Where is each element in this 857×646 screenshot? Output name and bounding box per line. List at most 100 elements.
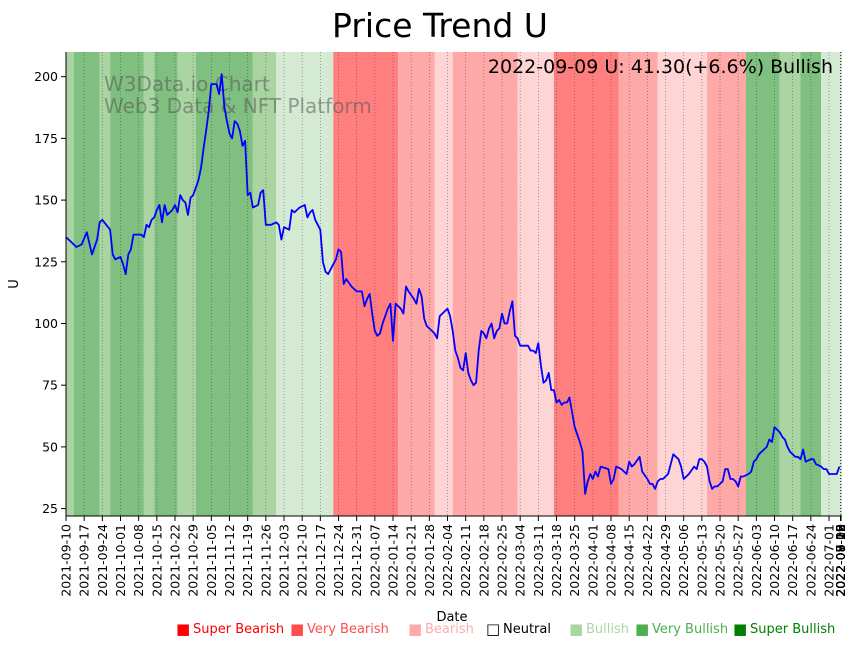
y-tick-label: 125: [34, 254, 58, 269]
band-bearish_light: [517, 52, 554, 516]
vertical-gridlines: [65, 52, 842, 516]
y-tick-label: 50: [42, 439, 58, 454]
legend-item: ■ Bearish: [408, 620, 474, 638]
band-bearish: [452, 52, 518, 516]
x-tick-label: 2022-06-17: [785, 524, 800, 597]
x-tick-label: 2022-04-15: [622, 524, 637, 597]
x-tick-label: 2022-07-15: [833, 524, 848, 597]
legend-label: Bullish: [586, 622, 629, 637]
x-tick-label: 2022-05-27: [731, 524, 746, 597]
x-axis-label: Date: [436, 610, 467, 625]
x-tick-label: 2021-09-24: [95, 524, 110, 597]
chart-title: Price Trend U: [332, 6, 548, 45]
band-bearish: [398, 52, 435, 516]
x-tick-label: 2022-03-18: [549, 524, 564, 597]
legend: ■ Super Bearish ■ Very Bearish ■ Bearish □ Neut…: [176, 620, 835, 638]
x-tick-label: 2022-01-14: [386, 524, 401, 597]
x-tick-label: 2022-01-21: [404, 524, 419, 597]
x-tick-label: 2021-12-10: [295, 524, 310, 597]
x-tick-label: 2022-05-20: [713, 524, 728, 597]
band-bullish_light: [276, 52, 334, 516]
y-axis-label: U: [7, 279, 22, 289]
y-axis: 25 50 75 100 125 150 175 200: [34, 69, 66, 516]
x-tick-label: 2021-12-31: [349, 524, 364, 597]
legend-label: Neutral: [503, 622, 551, 637]
legend-swatch: ■: [290, 620, 304, 638]
band-bullish: [143, 52, 155, 516]
x-tick-label: 2022-03-11: [531, 524, 546, 597]
legend-label: Bearish: [425, 622, 474, 637]
y-tick-label: 175: [34, 131, 58, 146]
legend-label: Super Bullish: [750, 622, 835, 637]
x-tick-label: 2022-06-03: [749, 524, 764, 597]
band-very_bullish: [154, 52, 178, 516]
legend-swatch: ■: [635, 620, 649, 638]
band-bearish_light: [434, 52, 453, 516]
legend-swatch: ■: [408, 620, 422, 638]
band-bullish: [779, 52, 801, 516]
x-tick-label: 2022-04-08: [604, 524, 619, 597]
band-very_bullish: [110, 52, 144, 516]
x-tick-label: 2022-08-19: [833, 524, 848, 597]
x-tick-label: 2022-02-04: [440, 524, 455, 597]
legend-item: ■ Super Bullish: [733, 620, 835, 638]
legend-swatch: □: [486, 620, 500, 638]
band-very_bearish: [553, 52, 619, 516]
x-tick-label: 2022-09-02: [833, 524, 848, 597]
watermark: W3Data.io Chart Web3 Data & NFT Platform: [104, 72, 372, 118]
legend-item: □ Neutral: [486, 620, 551, 638]
watermark-line-2: Web3 Data & NFT Platform: [104, 94, 372, 118]
x-tick-label: 2022-05-06: [676, 524, 691, 597]
x-tick-label: 2022-04-29: [658, 524, 673, 597]
legend-label: Very Bullish: [652, 622, 728, 637]
x-tick-label: 2022-07-22: [833, 524, 848, 597]
x-tick-label: 2022-07-29: [833, 524, 848, 597]
x-tick-label: 2022-06-24: [803, 524, 818, 597]
x-tick-label: 2022-09-09: [833, 524, 848, 597]
band-bullish_light: [821, 52, 842, 516]
band-bullish: [177, 52, 196, 516]
x-tick-label: 2022-03-25: [567, 524, 582, 597]
band-very_bullish: [195, 52, 253, 516]
x-tick-label: 2022-08-12: [833, 524, 848, 597]
x-tick-label: 2022-02-11: [458, 524, 473, 597]
legend-swatch: ■: [569, 620, 583, 638]
x-tick-label: 2021-09-10: [59, 524, 74, 597]
x-tick-label: 2022-01-28: [422, 524, 437, 597]
x-tick-label: 2022-08-26: [833, 524, 848, 597]
band-bearish_light: [657, 52, 708, 516]
legend-swatch: ■: [176, 620, 190, 638]
y-tick-label: 75: [42, 378, 58, 393]
x-tick-label: 2021-10-22: [168, 524, 183, 597]
y-tick-label: 100: [34, 316, 58, 331]
x-tick-label: 2021-11-19: [240, 524, 255, 597]
legend-label: Super Bearish: [193, 622, 284, 637]
legend-swatch: ■: [733, 620, 747, 638]
legend-item: ■ Bullish: [569, 620, 629, 638]
band-bullish: [66, 52, 74, 516]
x-tick-label: 2022-02-18: [476, 524, 491, 597]
band-very_bullish: [73, 52, 100, 516]
legend-item: ■ Very Bullish: [635, 620, 728, 638]
background-bands: [66, 52, 842, 516]
x-tick-label: 2021-10-01: [113, 524, 128, 597]
x-tick-label: 2022-08-05: [833, 524, 848, 597]
x-tick-label: 2022-06-10: [767, 524, 782, 597]
x-tick-label: 2022-07-01: [822, 524, 837, 597]
y-tick-label: 25: [42, 501, 58, 516]
band-bullish: [99, 52, 111, 516]
x-tick-label: 2022-04-01: [585, 524, 600, 597]
x-tick-label: 2022-07-08: [833, 524, 848, 597]
x-tick-label: 2021-11-26: [258, 524, 273, 597]
latest-price-label: 2022-09-09 U: 41.30(+6.6%) Bullish: [488, 56, 833, 78]
x-tick-label: 2021-11-12: [222, 524, 237, 597]
x-tick-label: 2021-09-17: [77, 524, 92, 597]
x-tick-label: 2022-05-13: [694, 524, 709, 597]
legend-item: ■ Super Bearish: [176, 620, 284, 638]
y-tick-label: 200: [34, 69, 58, 84]
x-tick-label: 2022-04-22: [640, 524, 655, 597]
x-tick-label: 2021-12-24: [331, 524, 346, 597]
x-tick-label: 2021-12-17: [313, 524, 328, 597]
x-tick-label: 2021-10-08: [131, 524, 146, 597]
